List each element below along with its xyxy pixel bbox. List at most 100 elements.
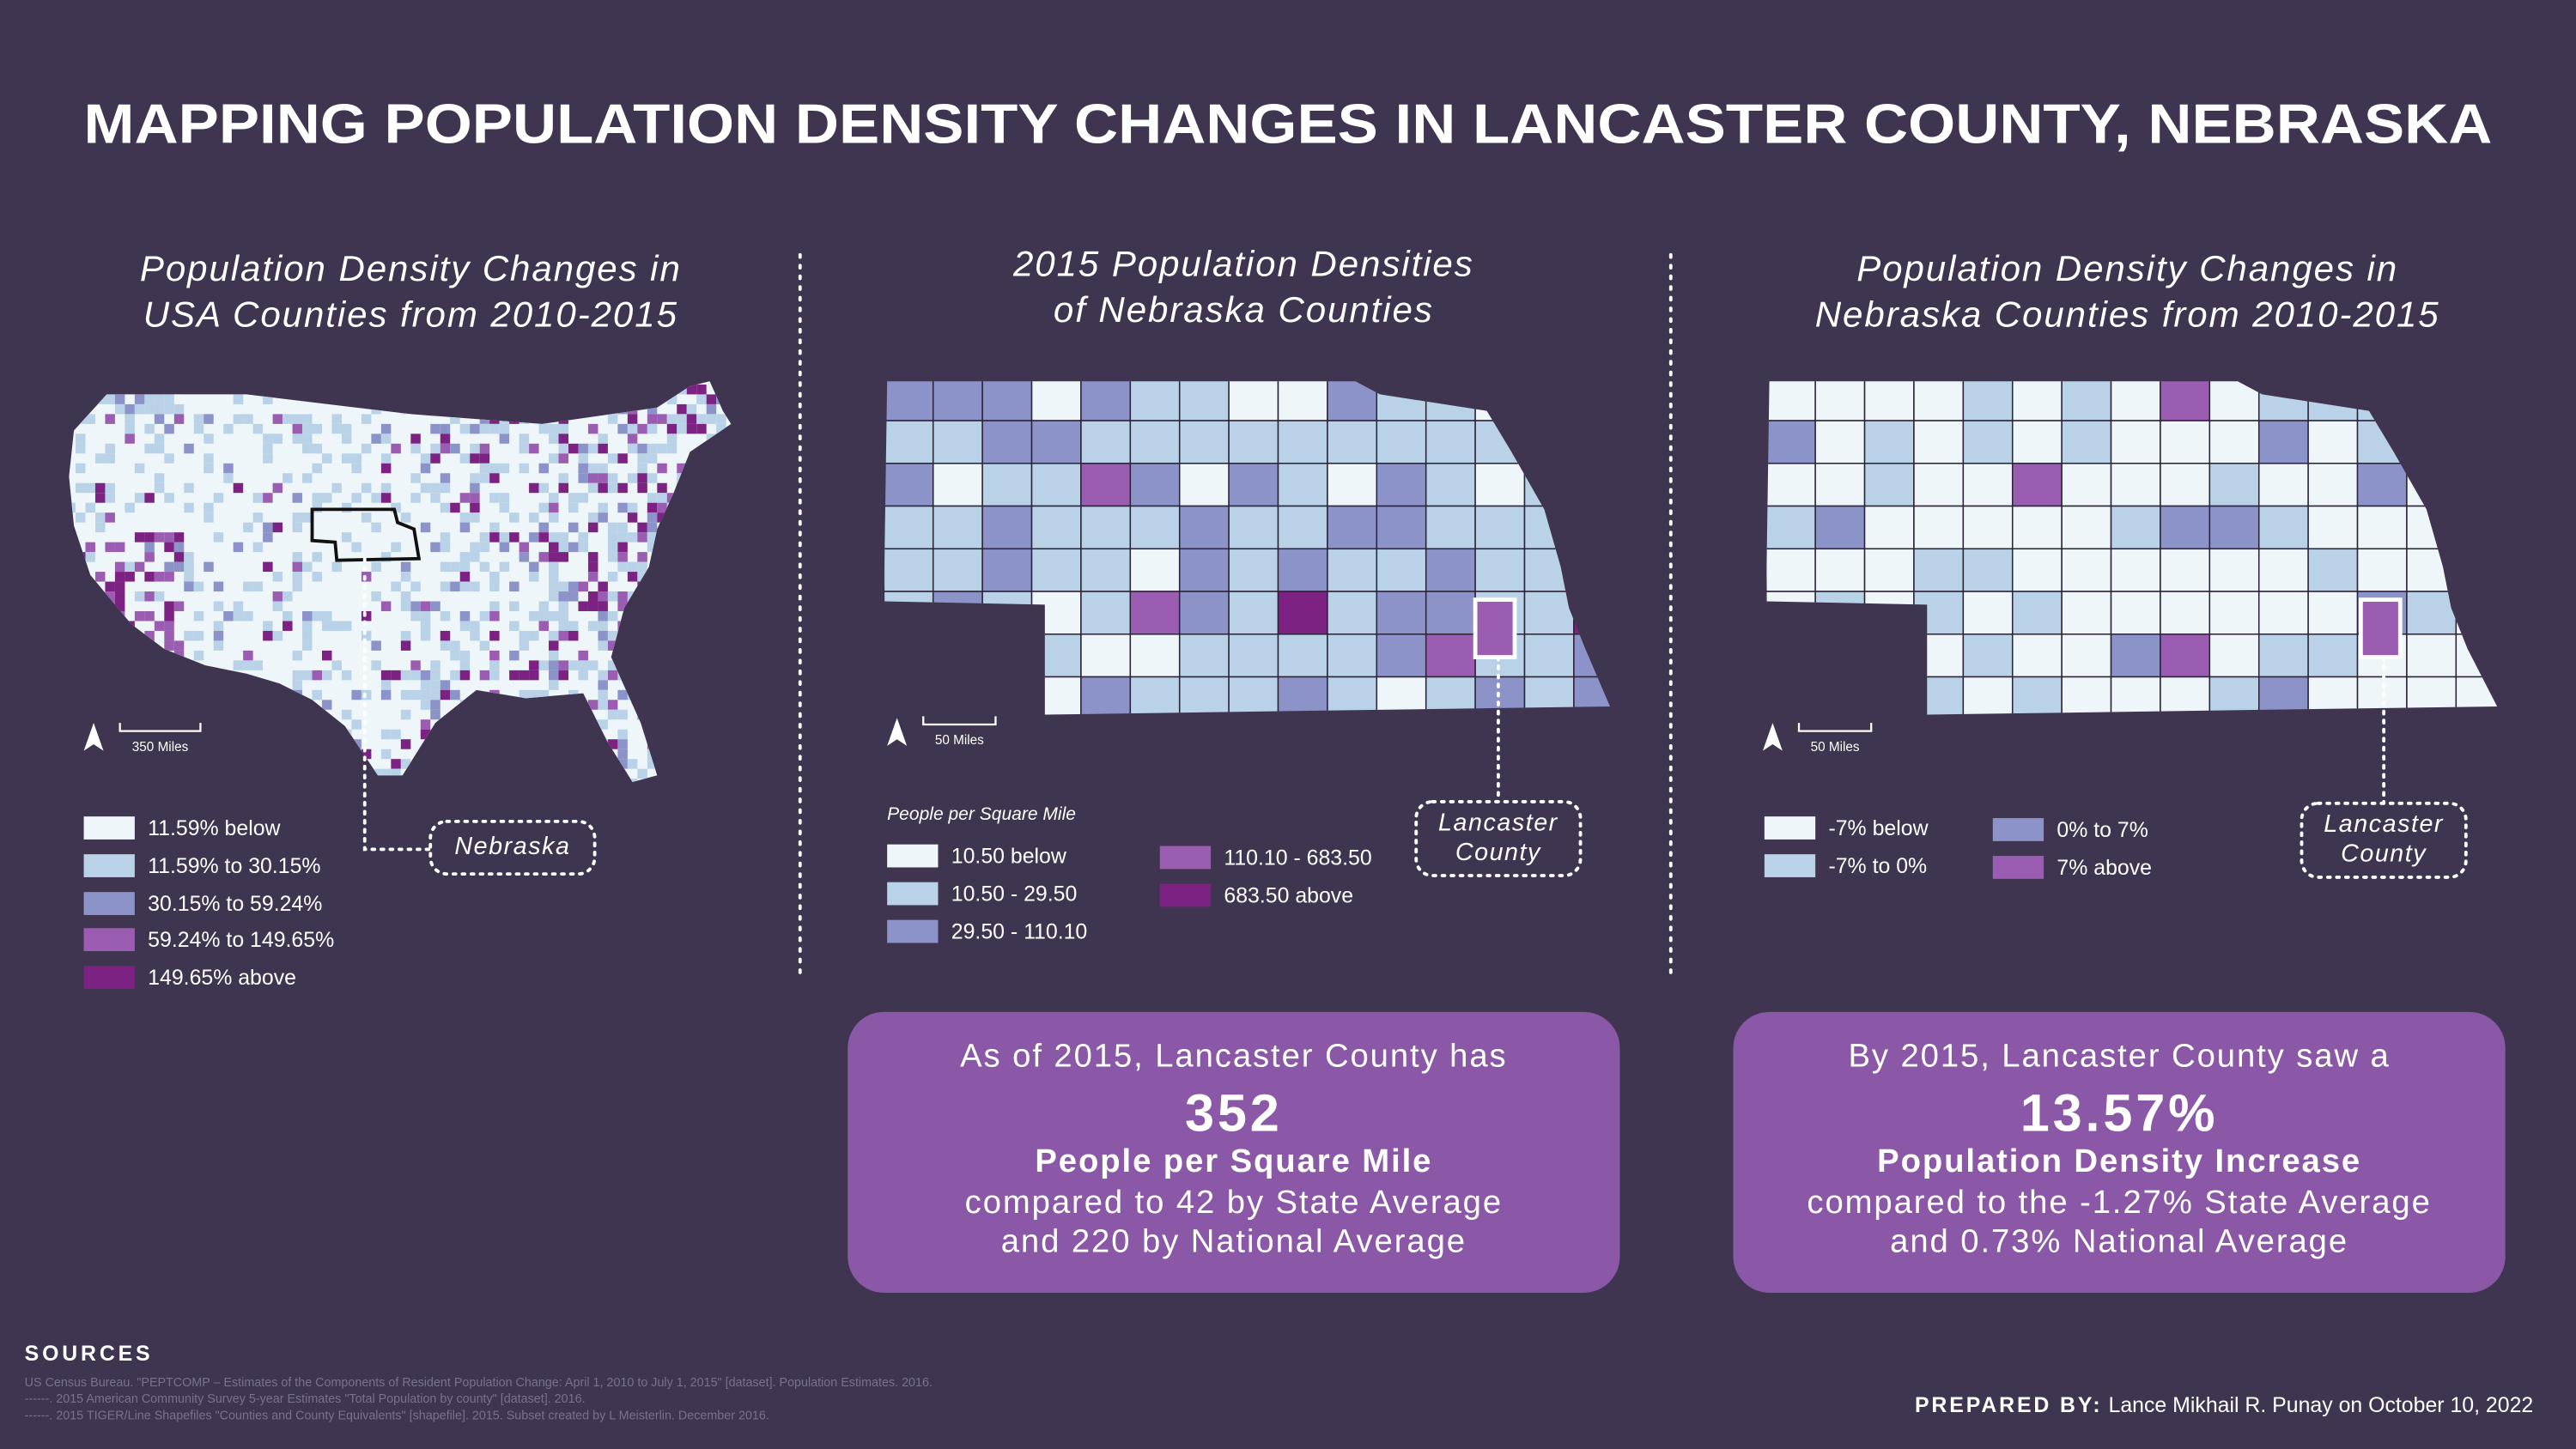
county (2160, 420, 2211, 464)
stat-unit: People per Square Mile (1035, 1143, 1432, 1179)
legend-label: 11.59% below (148, 816, 281, 840)
county (283, 414, 293, 424)
county (2061, 420, 2112, 464)
county (2061, 505, 2112, 550)
county (538, 502, 550, 513)
county (341, 621, 352, 631)
county (558, 542, 568, 553)
county (312, 552, 322, 562)
county (1425, 548, 1476, 592)
county (173, 552, 185, 562)
county (440, 433, 451, 444)
county (499, 423, 510, 434)
county (322, 700, 332, 710)
county (2110, 381, 2161, 421)
county (489, 463, 500, 474)
legend-swatch (887, 882, 939, 906)
county (598, 621, 608, 631)
county (380, 433, 392, 444)
county (459, 581, 471, 592)
county (598, 482, 608, 494)
county (2110, 548, 2161, 592)
county (558, 581, 568, 592)
county (272, 522, 283, 533)
county (193, 414, 204, 424)
county (1765, 420, 1816, 464)
county (1913, 548, 1965, 592)
county (549, 670, 559, 681)
stat-line: compared to 42 by State Average (965, 1184, 1503, 1221)
county (568, 522, 579, 533)
county (430, 670, 440, 681)
county (617, 739, 628, 749)
county (2011, 591, 2063, 635)
county (380, 482, 392, 494)
county (400, 689, 411, 700)
county (400, 709, 411, 720)
county (400, 630, 411, 641)
county (568, 542, 579, 553)
county (529, 512, 539, 523)
county (568, 493, 579, 503)
county (706, 394, 717, 404)
county (94, 453, 106, 464)
scale-bar (118, 723, 202, 732)
county (607, 414, 618, 424)
county (489, 610, 500, 621)
legend-label: 30.15% to 59.24% (148, 892, 322, 916)
county (94, 522, 106, 533)
county (144, 423, 155, 434)
county (686, 423, 697, 434)
county (164, 640, 174, 651)
county (391, 581, 401, 592)
county (420, 621, 431, 631)
county (587, 591, 598, 602)
county (459, 453, 471, 464)
legend-label: 59.24% to 149.65% (148, 928, 334, 952)
county (1277, 420, 1328, 464)
county (1030, 505, 1082, 550)
county (578, 670, 588, 681)
county (312, 423, 322, 434)
county (341, 423, 352, 434)
legend-label: 29.50 - 110.10 (951, 920, 1088, 944)
panel-title: of Nebraska Counties (1054, 289, 1434, 330)
county (380, 552, 392, 562)
county (1376, 548, 1427, 592)
county (568, 502, 579, 513)
county (154, 443, 165, 454)
county (302, 512, 313, 523)
county (666, 443, 677, 454)
county (587, 482, 598, 494)
county (587, 660, 598, 670)
county (105, 493, 115, 503)
county (489, 473, 500, 483)
county (243, 650, 253, 661)
county (420, 601, 431, 611)
county (2208, 676, 2260, 715)
county (312, 610, 322, 621)
callout-box (428, 819, 597, 876)
county (529, 689, 539, 700)
county (263, 394, 273, 404)
county (430, 423, 440, 434)
county (331, 414, 342, 424)
county (144, 532, 155, 543)
county (647, 414, 658, 424)
county (361, 482, 372, 494)
county (884, 463, 934, 507)
county (627, 779, 638, 782)
county (2160, 381, 2211, 421)
county (686, 384, 697, 395)
county (981, 463, 1033, 507)
county (1327, 591, 1378, 635)
county (1962, 420, 2014, 464)
county (598, 443, 608, 454)
county (489, 581, 500, 592)
county (607, 700, 618, 710)
county (94, 482, 106, 494)
county (617, 423, 628, 434)
county (2208, 420, 2260, 464)
county (489, 522, 500, 533)
